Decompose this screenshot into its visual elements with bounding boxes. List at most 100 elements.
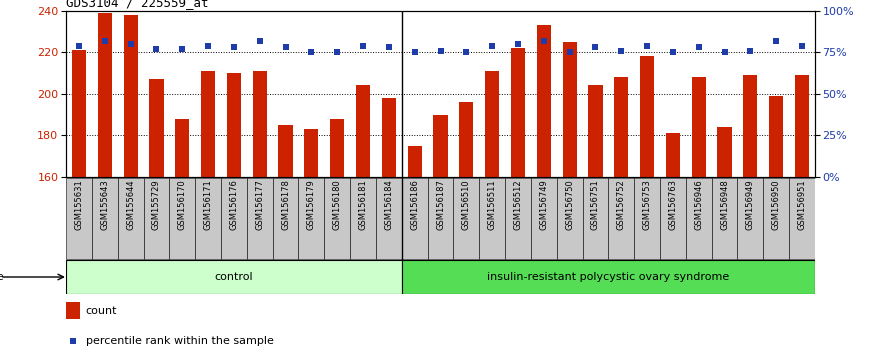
Point <box>795 43 809 48</box>
Point <box>717 49 731 55</box>
Text: GSM155631: GSM155631 <box>75 179 84 230</box>
Text: GSM156512: GSM156512 <box>514 179 522 230</box>
Bar <box>562 42 577 177</box>
Point <box>408 49 422 55</box>
Bar <box>769 96 783 177</box>
Bar <box>795 75 809 177</box>
FancyBboxPatch shape <box>221 178 247 259</box>
FancyBboxPatch shape <box>66 260 402 294</box>
Bar <box>123 15 137 177</box>
Bar <box>692 77 706 177</box>
Bar <box>175 119 189 177</box>
Text: GSM156948: GSM156948 <box>720 179 729 230</box>
Text: insulin-resistant polycystic ovary syndrome: insulin-resistant polycystic ovary syndr… <box>487 272 729 282</box>
Point <box>666 49 680 55</box>
Bar <box>485 71 500 177</box>
FancyBboxPatch shape <box>402 260 815 294</box>
Point <box>253 38 267 44</box>
Text: percentile rank within the sample: percentile rank within the sample <box>85 336 273 346</box>
Bar <box>459 102 473 177</box>
FancyBboxPatch shape <box>582 178 609 259</box>
Point <box>433 48 448 53</box>
FancyBboxPatch shape <box>299 178 324 259</box>
Text: GSM156179: GSM156179 <box>307 179 316 230</box>
Point <box>614 48 628 53</box>
Text: GSM156171: GSM156171 <box>204 179 212 230</box>
FancyBboxPatch shape <box>789 178 815 259</box>
Point <box>66 338 80 344</box>
Point <box>744 48 758 53</box>
Point <box>330 49 344 55</box>
FancyBboxPatch shape <box>763 178 789 259</box>
Text: GSM156178: GSM156178 <box>281 179 290 230</box>
Bar <box>226 73 241 177</box>
Text: GSM156763: GSM156763 <box>669 179 677 230</box>
Bar <box>537 25 551 177</box>
Text: GSM156753: GSM156753 <box>642 179 652 230</box>
FancyBboxPatch shape <box>350 178 376 259</box>
Bar <box>381 98 396 177</box>
Bar <box>744 75 758 177</box>
Text: GSM156951: GSM156951 <box>797 179 806 230</box>
Text: GSM156946: GSM156946 <box>694 179 703 230</box>
Bar <box>150 79 164 177</box>
FancyBboxPatch shape <box>169 178 196 259</box>
Point <box>459 49 473 55</box>
Text: GSM155729: GSM155729 <box>152 179 161 230</box>
Point <box>304 49 318 55</box>
FancyBboxPatch shape <box>402 178 427 259</box>
Point <box>769 38 783 44</box>
Point <box>175 46 189 52</box>
FancyBboxPatch shape <box>427 178 454 259</box>
Text: GSM155643: GSM155643 <box>100 179 109 230</box>
Text: disease state: disease state <box>0 272 4 282</box>
FancyBboxPatch shape <box>118 178 144 259</box>
Text: GDS3104 / 225559_at: GDS3104 / 225559_at <box>66 0 209 10</box>
Text: GSM156511: GSM156511 <box>488 179 497 230</box>
Point <box>123 41 137 47</box>
Point <box>72 43 86 48</box>
FancyBboxPatch shape <box>324 178 350 259</box>
Point <box>278 44 292 50</box>
Point <box>563 49 577 55</box>
Bar <box>253 71 267 177</box>
FancyBboxPatch shape <box>144 178 169 259</box>
Text: GSM155644: GSM155644 <box>126 179 135 230</box>
Text: GSM156749: GSM156749 <box>539 179 548 230</box>
FancyBboxPatch shape <box>247 178 272 259</box>
FancyBboxPatch shape <box>660 178 685 259</box>
Point <box>640 43 654 48</box>
Text: GSM156186: GSM156186 <box>411 179 419 230</box>
FancyBboxPatch shape <box>531 178 557 259</box>
FancyBboxPatch shape <box>272 178 299 259</box>
Point <box>537 38 551 44</box>
FancyBboxPatch shape <box>557 178 582 259</box>
FancyBboxPatch shape <box>712 178 737 259</box>
Point <box>692 44 706 50</box>
Bar <box>304 129 319 177</box>
FancyBboxPatch shape <box>196 178 221 259</box>
Text: GSM156750: GSM156750 <box>565 179 574 230</box>
Bar <box>717 127 731 177</box>
Point <box>201 43 215 48</box>
Point <box>589 44 603 50</box>
FancyBboxPatch shape <box>737 178 763 259</box>
FancyBboxPatch shape <box>92 178 118 259</box>
Point <box>98 38 112 44</box>
FancyBboxPatch shape <box>376 178 402 259</box>
FancyBboxPatch shape <box>505 178 531 259</box>
FancyBboxPatch shape <box>685 178 712 259</box>
Text: GSM156510: GSM156510 <box>462 179 470 230</box>
Text: GSM156752: GSM156752 <box>617 179 626 230</box>
Bar <box>278 125 292 177</box>
Bar <box>589 85 603 177</box>
Text: GSM156170: GSM156170 <box>178 179 187 230</box>
Point <box>381 44 396 50</box>
Text: GSM156181: GSM156181 <box>359 179 367 230</box>
Point <box>485 43 500 48</box>
FancyBboxPatch shape <box>66 178 92 259</box>
FancyBboxPatch shape <box>609 178 634 259</box>
Text: GSM156176: GSM156176 <box>229 179 239 230</box>
Bar <box>72 50 86 177</box>
Text: control: control <box>215 272 253 282</box>
